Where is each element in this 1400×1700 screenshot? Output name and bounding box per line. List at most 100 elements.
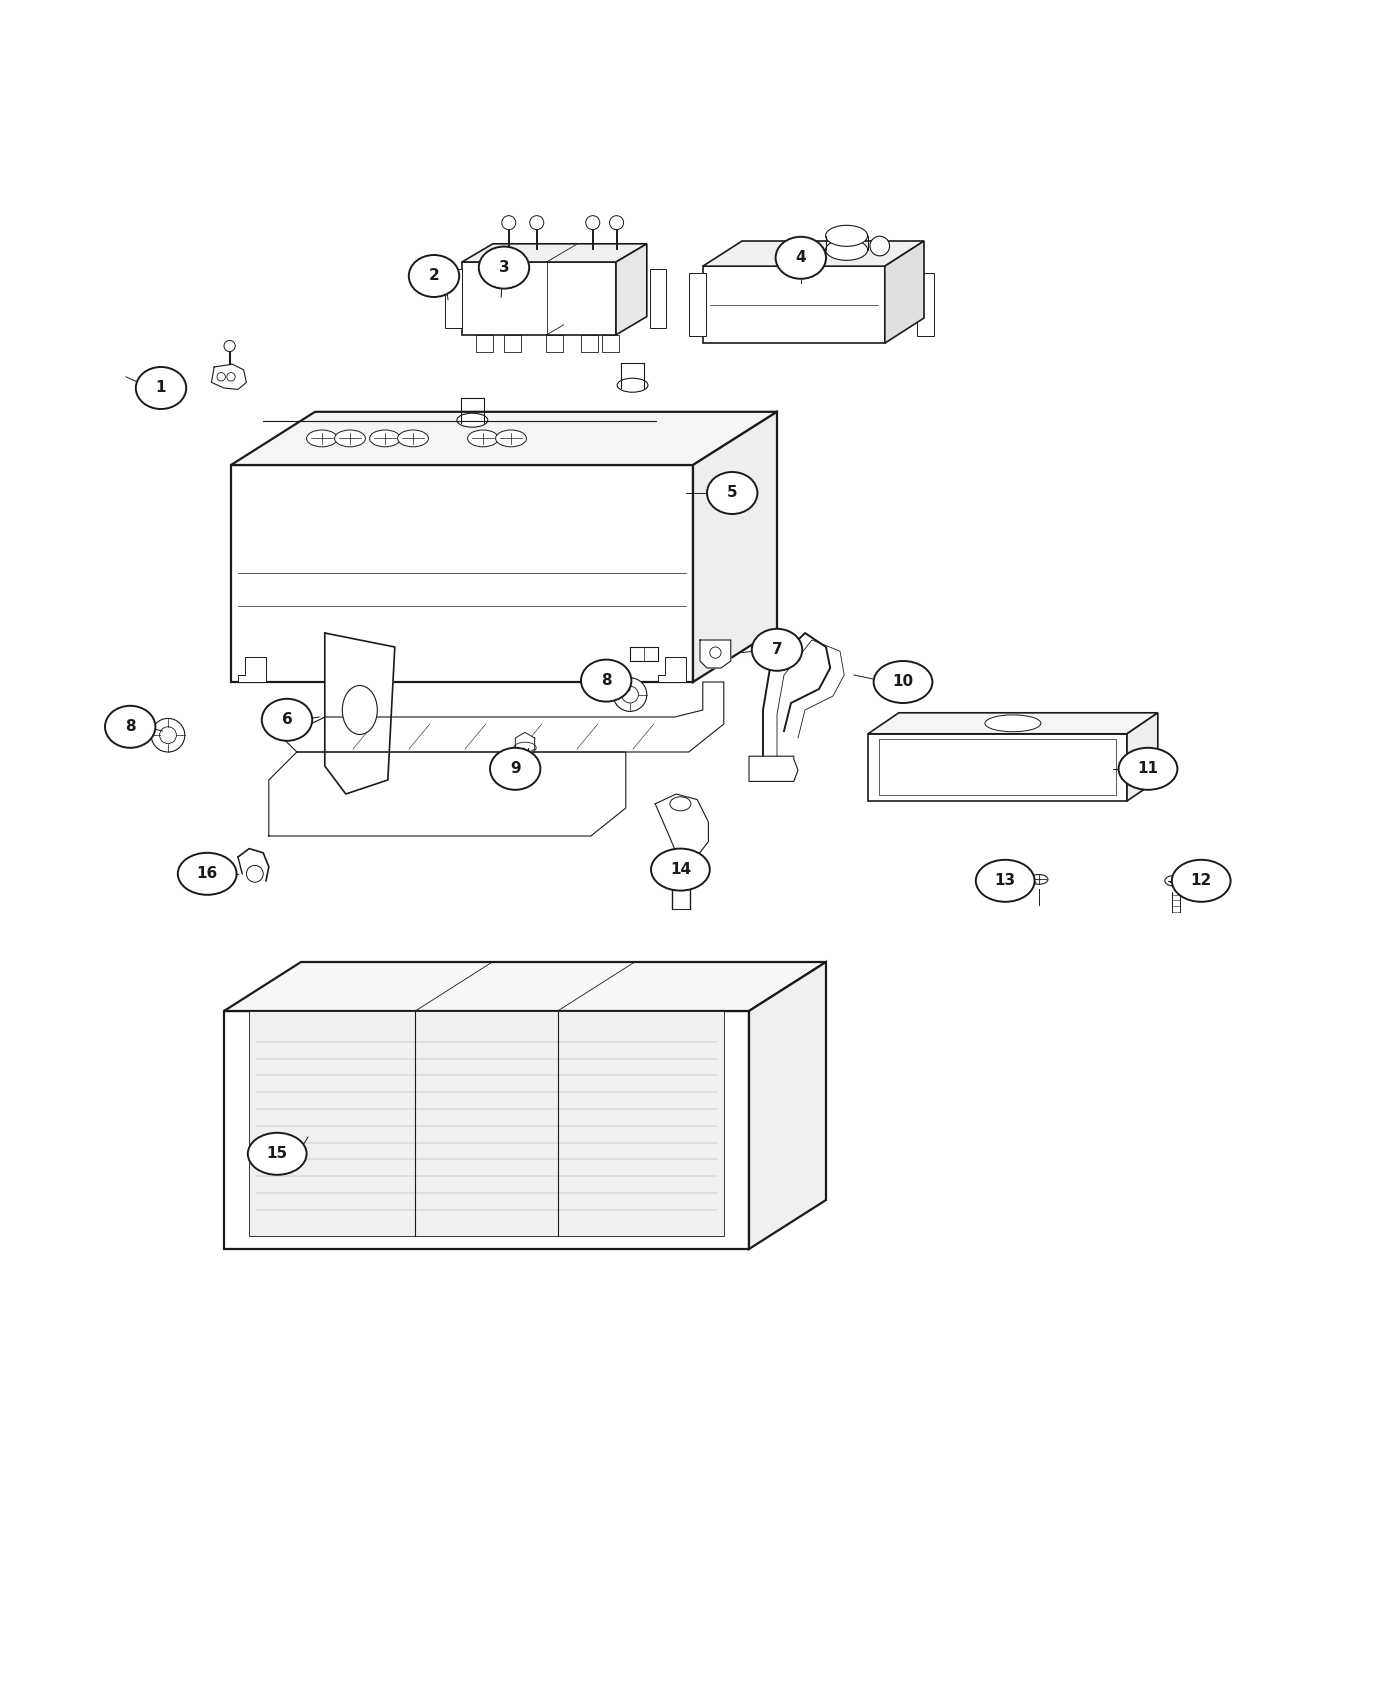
Circle shape: [710, 648, 721, 658]
Polygon shape: [749, 756, 798, 782]
Circle shape: [585, 216, 599, 230]
Ellipse shape: [514, 743, 536, 753]
Ellipse shape: [136, 367, 186, 410]
Polygon shape: [703, 241, 924, 267]
Ellipse shape: [617, 377, 648, 393]
Ellipse shape: [456, 413, 487, 427]
Polygon shape: [462, 262, 616, 335]
Ellipse shape: [581, 660, 631, 702]
Text: 7: 7: [771, 643, 783, 658]
Ellipse shape: [479, 246, 529, 289]
Text: 12: 12: [1190, 874, 1212, 889]
Ellipse shape: [1030, 874, 1047, 884]
Ellipse shape: [651, 848, 710, 891]
Ellipse shape: [307, 430, 337, 447]
Circle shape: [529, 216, 543, 230]
Ellipse shape: [105, 706, 155, 748]
Polygon shape: [650, 269, 666, 328]
Ellipse shape: [707, 473, 757, 513]
Polygon shape: [602, 335, 619, 352]
Ellipse shape: [490, 748, 540, 790]
Polygon shape: [238, 656, 266, 682]
Ellipse shape: [776, 236, 826, 279]
Polygon shape: [700, 639, 731, 668]
Text: 8: 8: [601, 673, 612, 689]
Text: 1: 1: [155, 381, 167, 396]
Ellipse shape: [468, 430, 498, 447]
Polygon shape: [445, 269, 462, 328]
Ellipse shape: [409, 255, 459, 298]
Ellipse shape: [248, 1132, 307, 1175]
Text: 8: 8: [125, 719, 136, 734]
Circle shape: [501, 216, 515, 230]
Text: 4: 4: [795, 250, 806, 265]
Ellipse shape: [398, 430, 428, 447]
Text: 3: 3: [498, 260, 510, 275]
Text: 2: 2: [428, 269, 440, 284]
Polygon shape: [885, 241, 924, 343]
Polygon shape: [630, 648, 658, 661]
Ellipse shape: [826, 240, 868, 260]
Ellipse shape: [1172, 860, 1231, 901]
Text: 6: 6: [281, 712, 293, 728]
Polygon shape: [231, 466, 693, 682]
Circle shape: [246, 865, 263, 882]
Polygon shape: [231, 411, 777, 466]
Circle shape: [869, 236, 889, 255]
Ellipse shape: [1119, 748, 1177, 790]
Ellipse shape: [496, 430, 526, 447]
Polygon shape: [325, 632, 395, 794]
Ellipse shape: [752, 629, 802, 672]
Polygon shape: [868, 734, 1127, 801]
Circle shape: [151, 719, 185, 751]
Polygon shape: [249, 1012, 724, 1236]
Polygon shape: [269, 751, 626, 836]
Polygon shape: [917, 274, 934, 337]
Ellipse shape: [826, 226, 868, 246]
Polygon shape: [655, 794, 708, 860]
Polygon shape: [581, 335, 598, 352]
Ellipse shape: [370, 430, 400, 447]
Polygon shape: [462, 243, 647, 262]
Polygon shape: [658, 656, 686, 682]
Ellipse shape: [262, 699, 312, 741]
Circle shape: [160, 728, 176, 743]
Ellipse shape: [986, 716, 1042, 731]
Polygon shape: [224, 962, 826, 1012]
Polygon shape: [224, 1012, 749, 1250]
Text: 10: 10: [892, 675, 914, 690]
Text: 15: 15: [266, 1146, 288, 1161]
Circle shape: [217, 372, 225, 381]
Text: 9: 9: [510, 762, 521, 777]
Ellipse shape: [335, 430, 365, 447]
Polygon shape: [504, 335, 521, 352]
Text: 11: 11: [1137, 762, 1159, 777]
Text: 5: 5: [727, 486, 738, 500]
Polygon shape: [546, 335, 563, 352]
Circle shape: [613, 678, 647, 711]
Text: 16: 16: [196, 867, 218, 881]
Ellipse shape: [1165, 876, 1187, 886]
Ellipse shape: [976, 860, 1035, 901]
Ellipse shape: [671, 797, 692, 811]
Circle shape: [609, 216, 623, 230]
Polygon shape: [211, 364, 246, 389]
Circle shape: [622, 687, 638, 704]
Text: 13: 13: [994, 874, 1016, 889]
Polygon shape: [749, 962, 826, 1250]
Polygon shape: [616, 243, 647, 335]
Circle shape: [227, 372, 235, 381]
Ellipse shape: [874, 661, 932, 704]
Polygon shape: [693, 411, 777, 682]
Ellipse shape: [178, 853, 237, 894]
Polygon shape: [868, 712, 1158, 734]
Polygon shape: [476, 335, 493, 352]
Polygon shape: [283, 682, 724, 751]
Circle shape: [224, 340, 235, 352]
Polygon shape: [703, 267, 885, 343]
Polygon shape: [515, 733, 535, 755]
Polygon shape: [1127, 712, 1158, 801]
Polygon shape: [689, 274, 706, 337]
Ellipse shape: [342, 685, 378, 734]
Text: 14: 14: [669, 862, 692, 877]
